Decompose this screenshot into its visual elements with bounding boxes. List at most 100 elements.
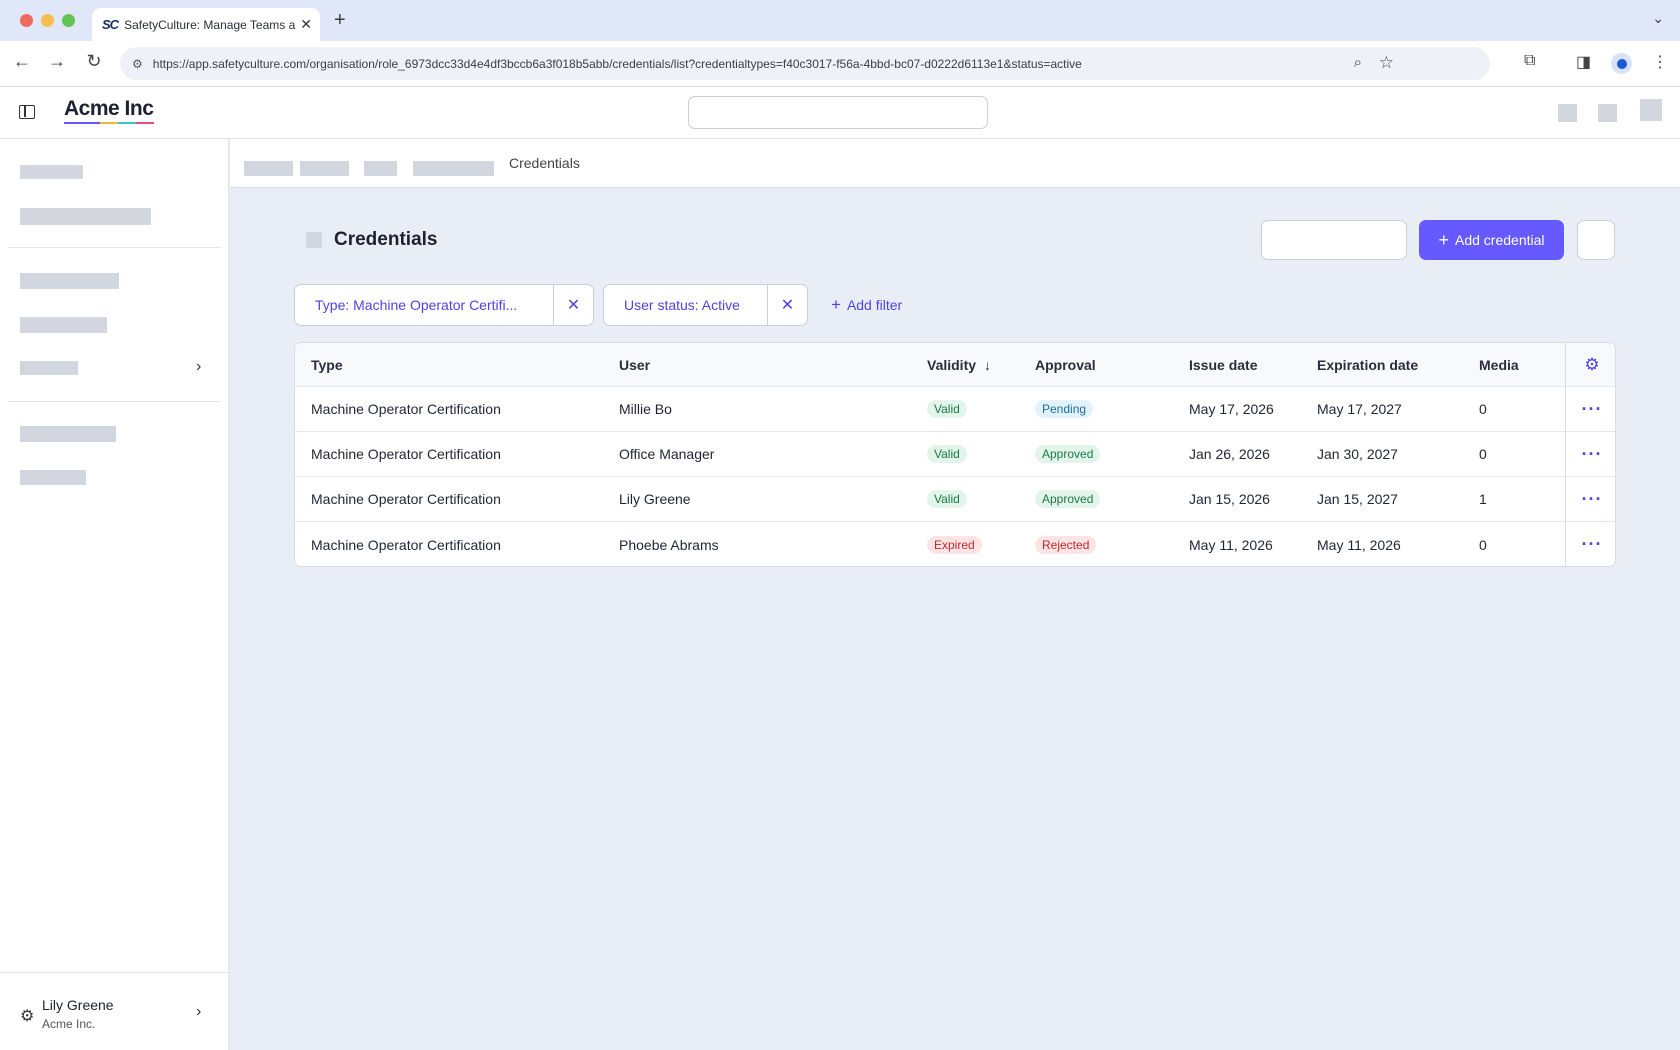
table-row[interactable]: Machine Operator Certification Phoebe Ab…: [295, 522, 1615, 566]
remove-filter-icon[interactable]: ✕: [553, 285, 593, 325]
approval-badge: Pending: [1035, 400, 1094, 418]
tab-search-chevron-icon[interactable]: ⌄: [1652, 10, 1664, 26]
forward-icon[interactable]: →: [48, 51, 66, 71]
cell-user: Office Manager: [619, 446, 715, 462]
table-row[interactable]: Machine Operator Certification Office Ma…: [295, 432, 1615, 477]
add-filter-button[interactable]: + Add filter: [831, 295, 902, 315]
header-icon-placeholder[interactable]: [1558, 104, 1577, 122]
url-text: https://app.safetyculture.com/organisati…: [152, 56, 1082, 71]
approval-badge: Rejected: [1035, 535, 1097, 554]
zoom-icon[interactable]: ⌕: [1353, 54, 1362, 71]
global-search-input[interactable]: [688, 96, 988, 129]
sidebar-item-placeholder[interactable]: [20, 426, 116, 442]
breadcrumb: Credentials: [230, 139, 1680, 188]
chevron-right-icon[interactable]: ›: [196, 358, 202, 375]
cell-media: 0: [1479, 536, 1487, 553]
breadcrumb-item-placeholder[interactable]: [244, 161, 293, 176]
sidebar-item-placeholder[interactable]: [20, 208, 151, 225]
filter-chip-user-status[interactable]: User status: Active ✕: [603, 284, 808, 326]
gear-icon: ⚙: [20, 1008, 35, 1025]
sidebar-item-placeholder[interactable]: [20, 165, 83, 179]
row-more-options-icon[interactable]: ···: [1581, 534, 1603, 554]
cell-expiration-date: May 17, 2027: [1317, 401, 1402, 417]
row-more-options-icon[interactable]: ···: [1581, 399, 1603, 419]
plus-icon: +: [1438, 230, 1449, 250]
column-header-media[interactable]: Media: [1479, 356, 1519, 373]
address-bar[interactable]: ⚙ https://app.safetyculture.com/organisa…: [120, 47, 1490, 80]
column-header-type[interactable]: Type: [311, 356, 343, 373]
row-more-options-icon[interactable]: ···: [1581, 489, 1603, 509]
cell-user: Lily Greene: [619, 491, 691, 507]
validity-badge: Valid: [927, 400, 967, 418]
sidebar-item-placeholder[interactable]: [20, 361, 78, 375]
cell-type: Machine Operator Certification: [311, 401, 501, 417]
browser-tab-bar: SC SafetyCulture: Manage Teams and... ✕ …: [0, 0, 1680, 41]
sidebar-item-placeholder[interactable]: [20, 470, 86, 485]
browser-tab[interactable]: SC SafetyCulture: Manage Teams and... ✕: [92, 8, 320, 41]
filter-chip-label[interactable]: User status: Active: [624, 297, 740, 313]
safetyculture-favicon-icon: SC: [102, 17, 119, 32]
credentials-table: Type User Validity ↓ Approval Issue date…: [294, 342, 1616, 567]
site-settings-icon[interactable]: ⚙: [132, 56, 143, 71]
table-row[interactable]: Machine Operator Certification Millie Bo…: [295, 387, 1615, 432]
row-more-options-icon[interactable]: ···: [1581, 444, 1603, 464]
remove-filter-icon[interactable]: ✕: [767, 285, 807, 325]
column-header-validity-label: Validity: [927, 356, 977, 373]
more-options-button[interactable]: [1577, 220, 1615, 260]
app-header: Acme Inc: [0, 87, 1680, 139]
tab-close-icon[interactable]: ✕: [300, 16, 312, 32]
column-header-approval[interactable]: Approval: [1035, 356, 1096, 373]
filter-chip-label[interactable]: Type: Machine Operator Certifi...: [315, 297, 518, 313]
bookmark-star-icon[interactable]: ☆: [1378, 53, 1394, 72]
browser-toolbar: ← → ↻ ⚙ https://app.safetyculture.com/or…: [0, 41, 1680, 87]
table-header-row: Type User Validity ↓ Approval Issue date…: [295, 343, 1615, 387]
tab-title: SafetyCulture: Manage Teams and...: [124, 17, 296, 32]
cell-expiration-date: Jan 15, 2027: [1317, 491, 1398, 507]
cell-type: Machine Operator Certification: [311, 536, 501, 553]
extensions-icon[interactable]: ⧉: [1524, 52, 1536, 69]
sort-arrow-down-icon: ↓: [984, 356, 992, 373]
cell-user: Millie Bo: [619, 401, 672, 417]
search-input[interactable]: [1261, 220, 1407, 260]
user-name: Lily Greene: [42, 997, 114, 1013]
sidebar-item-placeholder[interactable]: [20, 273, 119, 289]
page-icon: [306, 232, 322, 248]
header-avatar-placeholder[interactable]: [1640, 99, 1662, 121]
new-tab-icon[interactable]: +: [334, 9, 346, 31]
cell-user: Phoebe Abrams: [619, 536, 719, 553]
browser-menu-icon[interactable]: ⋮: [1652, 54, 1668, 71]
company-logo[interactable]: Acme Inc: [64, 97, 154, 120]
approval-badge: Approved: [1035, 490, 1101, 508]
column-header-user[interactable]: User: [619, 356, 651, 373]
window-zoom-button[interactable]: [62, 14, 75, 27]
add-credential-button[interactable]: + Add credential: [1419, 220, 1564, 260]
cell-media: 0: [1479, 446, 1487, 462]
sidebar-divider: [8, 247, 221, 248]
breadcrumb-item-placeholder[interactable]: [364, 161, 397, 176]
column-header-validity[interactable]: Validity ↓: [927, 343, 991, 386]
side-panel-icon[interactable]: ◨: [1576, 54, 1592, 71]
breadcrumb-item-placeholder[interactable]: [413, 161, 494, 176]
cell-issue-date: May 17, 2026: [1189, 401, 1274, 417]
sidebar-item-placeholder[interactable]: [20, 317, 107, 333]
cell-media: 1: [1479, 491, 1487, 507]
profile-avatar-icon[interactable]: [1611, 53, 1632, 74]
cell-type: Machine Operator Certification: [311, 446, 501, 462]
table-row[interactable]: Machine Operator Certification Lily Gree…: [295, 477, 1615, 522]
window-minimize-button[interactable]: [41, 14, 54, 27]
column-header-issue-date[interactable]: Issue date: [1189, 356, 1258, 373]
reload-icon[interactable]: ↻: [86, 51, 102, 71]
cell-expiration-date: Jan 30, 2027: [1317, 446, 1398, 462]
user-profile-footer[interactable]: ⚙ Lily Greene Acme Inc. ›: [0, 972, 229, 1050]
filter-chip-type[interactable]: Type: Machine Operator Certifi... ✕: [294, 284, 594, 326]
sidebar-toggle-icon[interactable]: [19, 105, 35, 119]
page-title: Credentials: [334, 229, 438, 250]
breadcrumb-item-placeholder[interactable]: [300, 161, 349, 176]
window-close-button[interactable]: [20, 14, 33, 27]
header-icon-placeholder[interactable]: [1598, 104, 1617, 122]
sidebar: › ⚙ Lily Greene Acme Inc. ›: [0, 139, 229, 1050]
column-settings-gear-icon[interactable]: ⚙: [1584, 355, 1600, 374]
back-icon[interactable]: ←: [13, 51, 31, 71]
cell-issue-date: Jan 26, 2026: [1189, 446, 1270, 462]
column-header-expiration-date[interactable]: Expiration date: [1317, 356, 1419, 373]
